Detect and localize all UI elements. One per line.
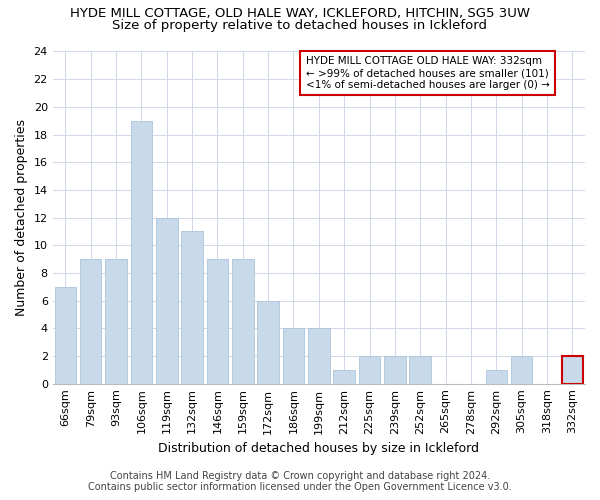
Bar bbox=[55, 287, 76, 384]
Bar bbox=[384, 356, 406, 384]
Text: Contains HM Land Registry data © Crown copyright and database right 2024.
Contai: Contains HM Land Registry data © Crown c… bbox=[88, 471, 512, 492]
Bar bbox=[80, 259, 101, 384]
Y-axis label: Number of detached properties: Number of detached properties bbox=[15, 119, 28, 316]
Bar bbox=[232, 259, 254, 384]
Bar bbox=[131, 120, 152, 384]
Bar bbox=[485, 370, 507, 384]
Bar bbox=[409, 356, 431, 384]
Bar bbox=[181, 232, 203, 384]
X-axis label: Distribution of detached houses by size in Ickleford: Distribution of detached houses by size … bbox=[158, 442, 479, 455]
Bar bbox=[334, 370, 355, 384]
Bar bbox=[359, 356, 380, 384]
Bar bbox=[105, 259, 127, 384]
Bar bbox=[308, 328, 329, 384]
Bar bbox=[206, 259, 228, 384]
Text: HYDE MILL COTTAGE OLD HALE WAY: 332sqm
← >99% of detached houses are smaller (10: HYDE MILL COTTAGE OLD HALE WAY: 332sqm ←… bbox=[305, 56, 550, 90]
Bar bbox=[283, 328, 304, 384]
Bar bbox=[511, 356, 532, 384]
Text: HYDE MILL COTTAGE, OLD HALE WAY, ICKLEFORD, HITCHIN, SG5 3UW: HYDE MILL COTTAGE, OLD HALE WAY, ICKLEFO… bbox=[70, 8, 530, 20]
Text: Size of property relative to detached houses in Ickleford: Size of property relative to detached ho… bbox=[113, 18, 487, 32]
Bar bbox=[156, 218, 178, 384]
Bar bbox=[257, 300, 279, 384]
Bar bbox=[562, 356, 583, 384]
